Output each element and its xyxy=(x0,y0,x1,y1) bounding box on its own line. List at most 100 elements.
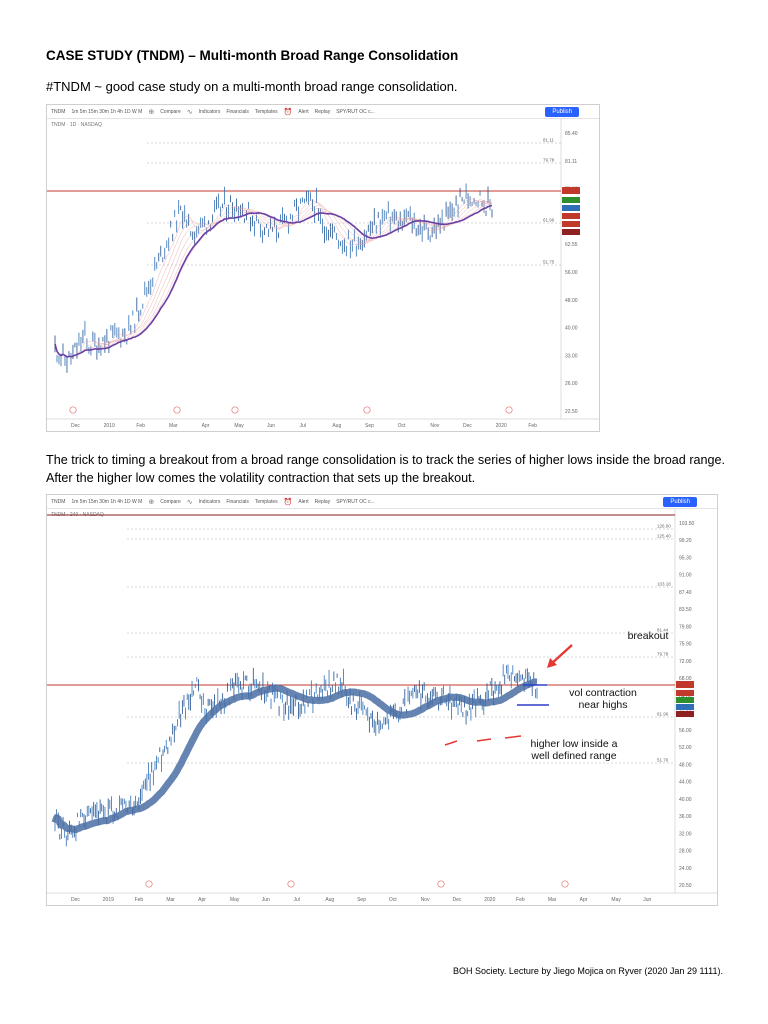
replay-button[interactable]: Replay xyxy=(314,498,331,505)
alert-icon[interactable]: ⏰ xyxy=(283,498,293,506)
y-tick-label: 26.00 xyxy=(565,381,578,387)
x-tick-label: Oct xyxy=(389,897,397,903)
y-tick-label: 40.00 xyxy=(679,797,692,803)
price-level-label: 51.75 xyxy=(543,260,555,265)
x-tick-label: 2020 xyxy=(484,897,495,903)
compare-icon[interactable]: ⊕ xyxy=(148,498,155,506)
y-tick-label: 68.00 xyxy=(679,676,692,682)
financials-button[interactable]: Financials xyxy=(226,498,249,505)
x-tick-label: Jul xyxy=(300,423,306,429)
higher-low-mark xyxy=(504,735,522,739)
x-tick-label: Jul xyxy=(294,897,300,903)
x-tick-label: Jun xyxy=(267,423,275,429)
x-tick-label: Nov xyxy=(430,423,439,429)
y-tick-label: 48.00 xyxy=(679,762,692,768)
alert-button[interactable]: Alert xyxy=(298,108,309,115)
moving-average-line xyxy=(54,204,493,358)
x-tick-label: Apr xyxy=(198,897,206,903)
indicators-icon[interactable]: ∿ xyxy=(186,108,193,116)
price-level-label: 79.78 xyxy=(543,158,555,163)
templates-button[interactable]: Templates xyxy=(254,498,278,505)
x-tick-label: Apr xyxy=(202,423,210,429)
price-level-label: 103.18 xyxy=(657,582,671,587)
alert-button[interactable]: Alert xyxy=(298,498,309,505)
x-tick-label: May xyxy=(234,423,244,429)
x-tick-label: 2019 xyxy=(104,423,115,429)
indicators-button[interactable]: Indicators xyxy=(198,108,221,115)
indicator-value-flag xyxy=(562,205,580,211)
price-level-label: 61.96 xyxy=(657,712,669,717)
x-tick-label: Mar xyxy=(166,897,175,903)
x-tick-label: Mar xyxy=(548,897,557,903)
x-tick-label: Feb xyxy=(136,423,145,429)
annotation-higher-low: higher low inside a well defined range xyxy=(530,738,618,762)
symbol-label[interactable]: TNDM xyxy=(51,498,66,505)
y-tick-label: 33.00 xyxy=(565,353,578,359)
x-tick-label: Jun xyxy=(262,897,270,903)
y-tick-label: 48.00 xyxy=(565,298,578,304)
price-plot[interactable]: 103.50 99.20 95.30 91.00 87.40 83.50 79.80 75.9… xyxy=(47,495,717,905)
x-tick-label: Aug xyxy=(325,897,334,903)
x-tick-label: Feb xyxy=(135,897,144,903)
publish-button[interactable]: Publish xyxy=(663,496,697,507)
price-level-label: 79.78 xyxy=(657,652,669,657)
document-title: CASE STUDY (TNDM) – Multi-month Broad Ra… xyxy=(46,48,459,63)
y-tick-label: 64.00 xyxy=(679,693,692,699)
price-level-label: 125.40 xyxy=(657,534,671,539)
y-tick-label: 99.20 xyxy=(679,538,692,544)
indicator-value-flag xyxy=(562,229,580,235)
earnings-marker xyxy=(173,406,181,414)
compare-button[interactable]: Compare xyxy=(160,498,181,505)
x-tick-label: Mar xyxy=(169,423,178,429)
y-tick-label: 103.50 xyxy=(679,521,695,527)
y-tick-label: 32.00 xyxy=(679,831,692,837)
symbol-label[interactable]: TNDM xyxy=(51,108,66,115)
x-tick-label: Dec xyxy=(71,897,80,903)
ma-ribbon-line xyxy=(54,199,493,358)
y-tick-label: 24.00 xyxy=(679,866,692,872)
y-tick-label: 87.40 xyxy=(679,590,692,596)
indicator-value-flag xyxy=(676,697,694,703)
indicators-icon[interactable]: ∿ xyxy=(186,498,193,506)
x-tick-label: Feb xyxy=(528,423,537,429)
y-tick-label: 56.00 xyxy=(679,728,692,734)
y-tick-label: 72.00 xyxy=(679,659,692,665)
price-plot[interactable]: 85.4081.1179.1070.6562.5556.0048.0040.00… xyxy=(47,105,599,431)
financials-button[interactable]: Financials xyxy=(226,108,249,115)
higher-low-mark xyxy=(476,738,492,742)
x-tick-label: Nov xyxy=(421,897,430,903)
x-tick-label: 2019 xyxy=(103,897,114,903)
publish-button[interactable]: Publish xyxy=(545,106,579,117)
compare-button[interactable]: Compare xyxy=(160,108,181,115)
indicators-button[interactable]: Indicators xyxy=(198,498,221,505)
templates-button[interactable]: Templates xyxy=(254,108,278,115)
last-price-flag xyxy=(676,681,694,688)
y-tick-label: 75.90 xyxy=(679,642,692,648)
alert-icon[interactable]: ⏰ xyxy=(283,108,293,116)
indicator-value-flag xyxy=(562,213,580,219)
earnings-marker xyxy=(505,406,513,414)
x-tick-label: May xyxy=(230,897,240,903)
indicator-value-flag xyxy=(676,704,694,710)
interval-selector[interactable]: 1m 5m 15m 30m 1h 4h 1D W M xyxy=(71,498,143,505)
x-tick-label: Sep xyxy=(365,423,374,429)
x-tick-label: May xyxy=(611,897,621,903)
y-tick-label: 36.00 xyxy=(679,814,692,820)
earnings-marker xyxy=(561,880,569,888)
layout-name[interactable]: SPY/RUT OC c... xyxy=(336,108,375,115)
price-level-label: 51.76 xyxy=(657,758,669,763)
y-tick-label: 81.11 xyxy=(565,159,577,165)
replay-button[interactable]: Replay xyxy=(314,108,331,115)
compare-icon[interactable]: ⊕ xyxy=(148,108,155,116)
layout-name[interactable]: SPY/RUT OC c... xyxy=(336,498,375,505)
price-level-label: 81.11 xyxy=(543,138,554,143)
y-tick-label: 40.00 xyxy=(565,326,578,332)
breakout-arrow-head xyxy=(547,658,557,668)
y-tick-label: 79.80 xyxy=(679,624,692,630)
footer-credit: BOH Society. Lecture by Jiego Mojica on … xyxy=(453,966,723,976)
interval-selector[interactable]: 1m 5m 15m 30m 1h 4h 1D W M xyxy=(71,108,143,115)
chart-toolbar: TNDM 1m 5m 15m 30m 1h 4h 1D W M ⊕ Compar… xyxy=(47,495,717,509)
moving-average-line xyxy=(51,678,539,834)
x-tick-label: Sep xyxy=(357,897,366,903)
chart-toolbar: TNDM 1m 5m 15m 30m 1h 4h 1D W M ⊕ Compar… xyxy=(47,105,599,119)
